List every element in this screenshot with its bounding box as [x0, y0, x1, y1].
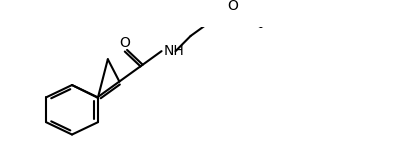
- Text: O: O: [119, 36, 130, 50]
- Text: NH: NH: [164, 44, 184, 58]
- Text: O: O: [227, 0, 238, 12]
